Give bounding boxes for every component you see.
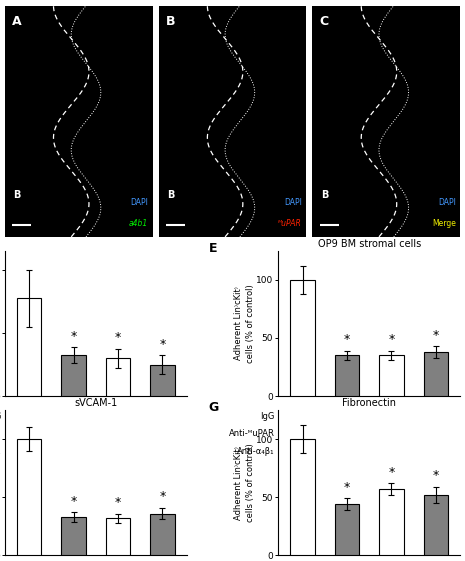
Text: −: − [299, 429, 306, 438]
Text: +: + [432, 429, 439, 438]
Text: +: + [26, 412, 33, 421]
Y-axis label: Adherent Lin⁾cKit⁾
cells (% of control): Adherent Lin⁾cKit⁾ cells (% of control) [234, 284, 254, 363]
Text: B: B [167, 190, 175, 200]
Bar [61, 517, 86, 555]
Text: DAPI: DAPI [284, 198, 302, 207]
Text: +: + [299, 412, 306, 421]
Bar [424, 495, 448, 555]
Text: IgG: IgG [0, 412, 1, 421]
Text: *: * [70, 495, 77, 508]
Bar [424, 352, 448, 396]
Text: −: − [344, 447, 351, 456]
Bar [17, 439, 41, 555]
Text: G: G [209, 401, 219, 415]
Text: −: − [70, 412, 77, 421]
Text: B: B [13, 190, 21, 200]
Text: −: − [388, 429, 395, 438]
Text: B: B [166, 15, 175, 28]
Text: *: * [115, 332, 121, 344]
Bar [106, 518, 130, 555]
Bar [335, 504, 359, 555]
Bar [17, 298, 41, 396]
Text: +: + [344, 429, 351, 438]
Text: B: B [321, 190, 329, 200]
Text: Anti-α₄β₁: Anti-α₄β₁ [237, 447, 274, 456]
Text: +: + [159, 447, 166, 456]
Text: *: * [344, 481, 350, 494]
Text: +: + [432, 447, 439, 456]
Text: Anti-ᴹuPAR: Anti-ᴹuPAR [229, 429, 274, 438]
Text: IgG: IgG [260, 412, 274, 421]
Text: +: + [388, 447, 395, 456]
Text: A: A [12, 15, 22, 28]
Bar [335, 356, 359, 396]
Text: *: * [433, 329, 439, 342]
Text: −: − [344, 412, 351, 421]
Text: E: E [209, 242, 217, 255]
Bar [150, 513, 175, 555]
Text: *: * [388, 333, 395, 346]
Text: a4b1: a4b1 [129, 219, 148, 228]
Y-axis label: Adherent Lin⁾cKit⁾
cells (% of control): Adherent Lin⁾cKit⁾ cells (% of control) [234, 443, 254, 522]
Text: *: * [115, 496, 121, 509]
Text: −: − [26, 447, 33, 456]
Bar [379, 356, 404, 396]
Bar [290, 280, 315, 396]
Title: Fibronectin: Fibronectin [342, 398, 396, 408]
Text: DAPI: DAPI [130, 198, 148, 207]
Text: −: − [26, 429, 33, 438]
Text: +: + [159, 429, 166, 438]
Text: −: − [70, 447, 77, 456]
Text: Anti-α₄β₁: Anti-α₄β₁ [0, 447, 1, 456]
Text: Merge: Merge [432, 219, 456, 228]
Title: OP9 BM stromal cells: OP9 BM stromal cells [318, 238, 421, 249]
Text: +: + [114, 447, 121, 456]
Text: *: * [159, 490, 166, 503]
Bar [106, 358, 130, 396]
Text: ᴹuPAR: ᴹuPAR [278, 219, 302, 228]
Text: −: − [114, 429, 121, 438]
Text: DAPI: DAPI [438, 198, 456, 207]
Text: Anti-ᴹuPAR: Anti-ᴹuPAR [0, 429, 1, 438]
Text: −: − [159, 412, 166, 421]
Text: −: − [299, 447, 306, 456]
Text: *: * [388, 466, 395, 479]
Bar [379, 489, 404, 555]
Title: sVCAM-1: sVCAM-1 [74, 398, 118, 408]
Text: *: * [159, 338, 166, 351]
Bar [150, 365, 175, 396]
Bar [61, 355, 86, 396]
Text: C: C [320, 15, 329, 28]
Text: −: − [432, 412, 439, 421]
Text: +: + [70, 429, 77, 438]
Text: −: − [388, 412, 395, 421]
Text: *: * [70, 330, 77, 343]
Text: −: − [114, 412, 121, 421]
Text: *: * [433, 470, 439, 482]
Bar [290, 439, 315, 555]
Text: *: * [344, 333, 350, 346]
